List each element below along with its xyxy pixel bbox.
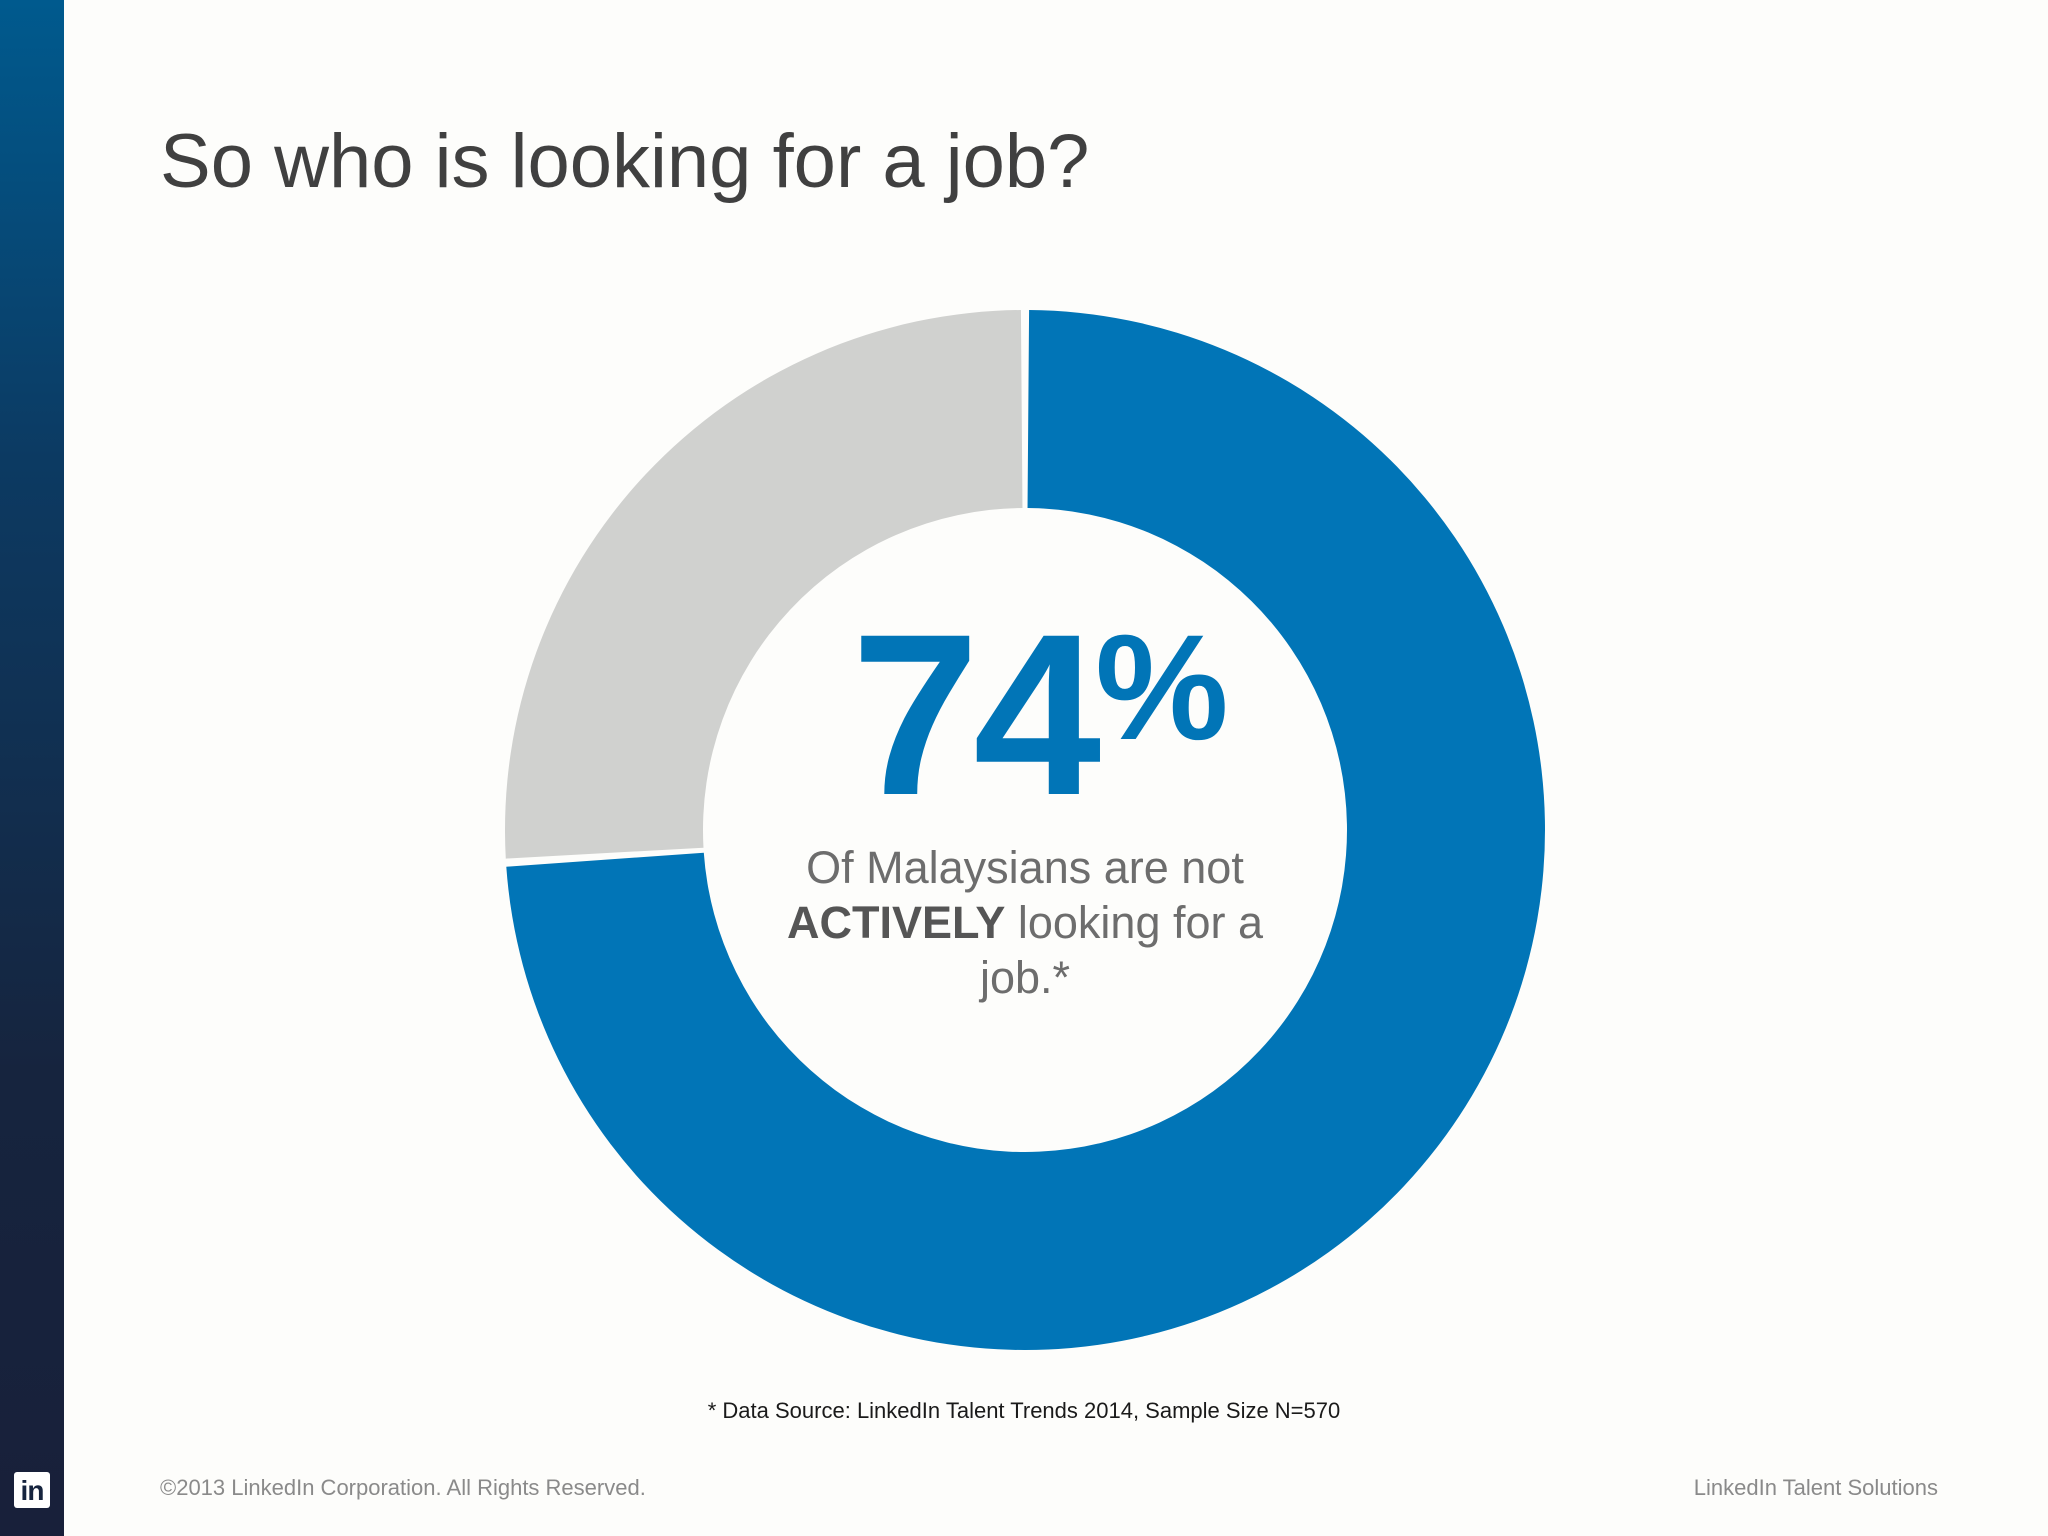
- big-stat-label: 74%: [830, 600, 1250, 830]
- data-source-footnote: * Data Source: LinkedIn Talent Trends 20…: [707, 1398, 1341, 1423]
- sidebar-gradient-bar: in: [0, 0, 64, 1536]
- stat-number: 74: [851, 586, 1101, 843]
- donut-slice-not-active: [506, 310, 1545, 1351]
- caption-line-1: Of Malaysians are not: [806, 842, 1244, 893]
- linkedin-logo-text: in: [20, 1475, 45, 1506]
- linkedin-logo-icon[interactable]: in: [14, 1472, 50, 1508]
- brand-footer-text: LinkedIn Talent Solutions: [1693, 1475, 1938, 1500]
- caption-bold-word: ACTIVELY: [786, 897, 1006, 948]
- donut-slice-remainder: [505, 310, 1023, 859]
- donut-slices: [505, 310, 1545, 1351]
- page-title: So who is looking for a job?: [160, 119, 1090, 204]
- stat-caption: Of Malaysians are not ACTIVELY looking f…: [765, 840, 1285, 1005]
- copyright-text: ©2013 LinkedIn Corporation. All Rights R…: [160, 1475, 646, 1500]
- caption-line-2: looking for a job.*: [979, 897, 1264, 1003]
- stat-percent-sign: %: [1095, 603, 1229, 771]
